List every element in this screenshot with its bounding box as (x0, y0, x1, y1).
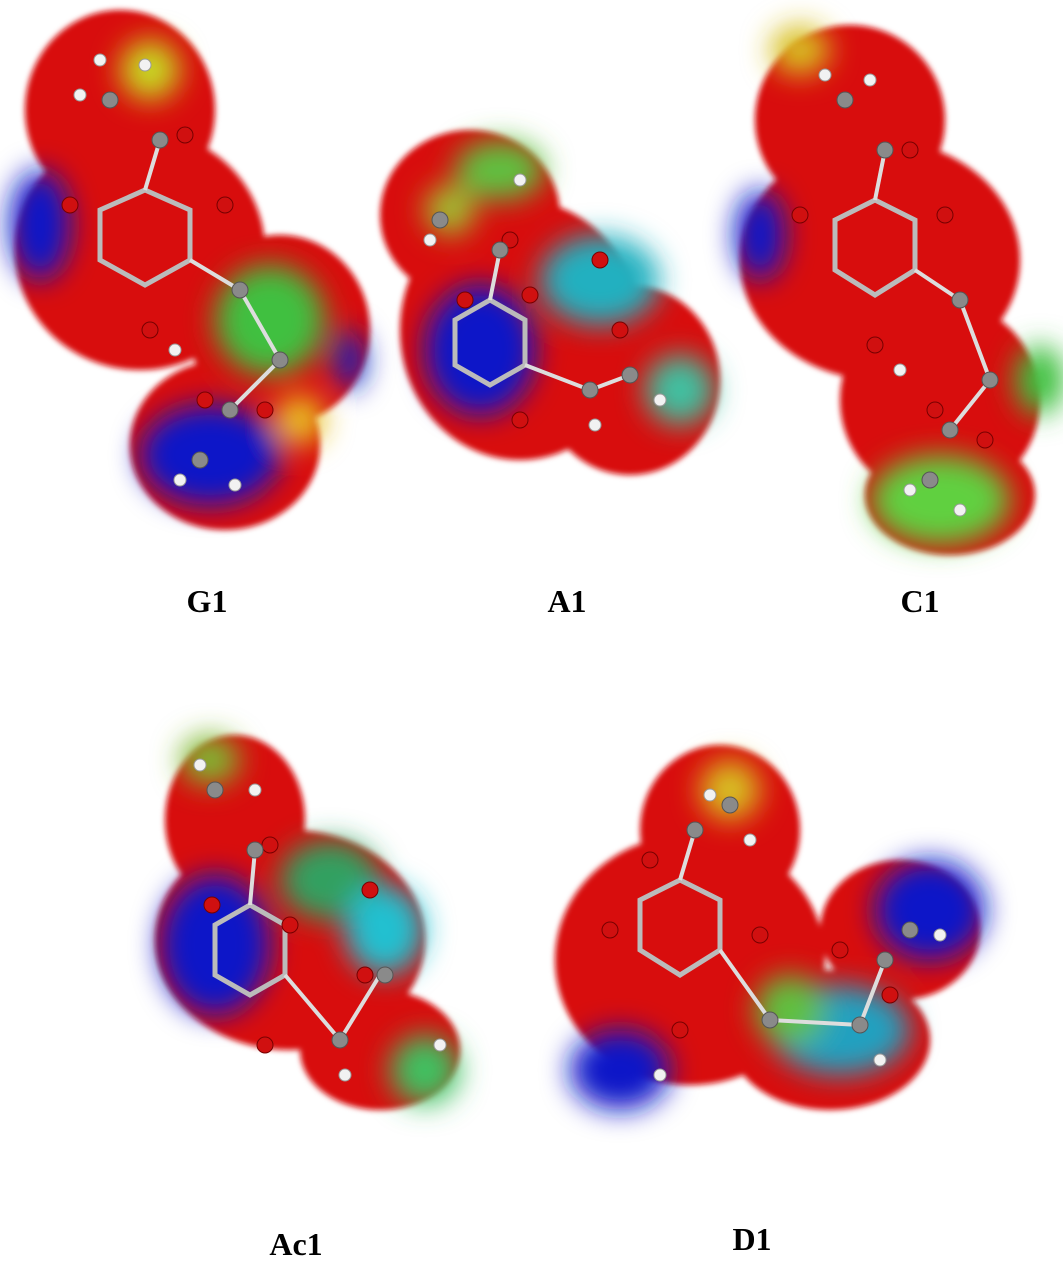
c1-surface (735, 25, 1063, 555)
ac1-surface (155, 735, 460, 1110)
a1-surface (380, 130, 720, 475)
panel-label: A1 (547, 583, 586, 619)
d1-surface (555, 745, 985, 1110)
panel-label: G1 (187, 583, 228, 619)
panel-label: Ac1 (269, 1226, 322, 1262)
figure: G1 A1 C1 Ac1 D1 (0, 0, 1063, 1262)
panel-label: C1 (900, 583, 939, 619)
g1-surface (10, 10, 370, 530)
panel-label: D1 (732, 1221, 771, 1257)
